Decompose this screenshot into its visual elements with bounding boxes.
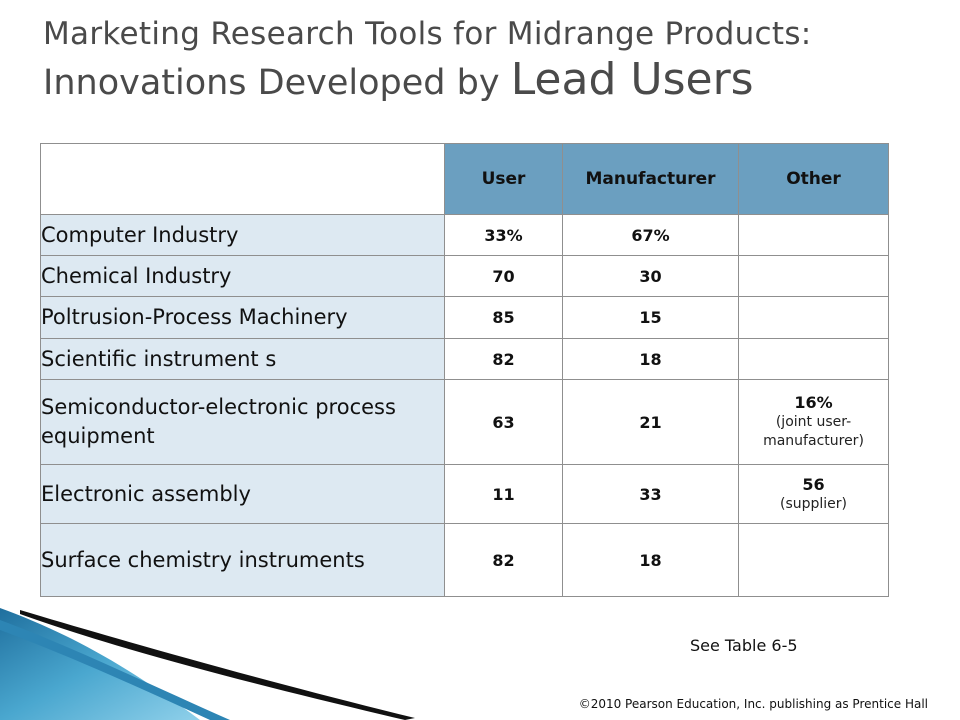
table-row: Computer Industry 33% 67%: [40, 214, 889, 256]
manufacturer-value: 30: [562, 255, 739, 297]
table-row: Scientific instrument s 82 18: [40, 338, 889, 380]
manufacturer-value: 21: [562, 379, 739, 465]
other-value: 56: [802, 474, 825, 494]
table-reference: See Table 6-5: [690, 636, 798, 655]
table-row: Surface chemistry instruments 82 18: [40, 523, 889, 597]
title-line-2-emphasis: Lead Users: [510, 54, 754, 105]
user-value: 63: [444, 379, 563, 465]
manufacturer-value: 18: [562, 523, 739, 597]
other-value: 16%: [794, 393, 833, 412]
other-value-cell: [738, 296, 889, 339]
title-line-2: Innovations Developed by Lead Users: [43, 56, 943, 107]
other-value-cell: [738, 255, 889, 297]
user-value: 82: [444, 338, 563, 380]
table-row: Poltrusion-Process Machinery 85 15: [40, 296, 889, 339]
table-header-row: User Manufacturer Other: [40, 143, 889, 215]
title-line-1: Marketing Research Tools for Midrange Pr…: [43, 16, 812, 52]
manufacturer-value: 33: [562, 464, 739, 524]
column-header-other: Other: [738, 143, 889, 215]
other-value-cell: [738, 523, 889, 597]
other-value-note: (supplier): [779, 495, 847, 512]
other-value-cell: 16% (joint user-manufacturer): [738, 379, 889, 465]
slide-title: Marketing Research Tools for Midrange Pr…: [43, 14, 943, 107]
row-label: Computer Industry: [40, 214, 445, 256]
column-header-user: User: [444, 143, 563, 215]
other-value-cell: [738, 338, 889, 380]
manufacturer-value: 18: [562, 338, 739, 380]
user-value: 85: [444, 296, 563, 339]
other-value-cell: [738, 214, 889, 256]
user-value: 82: [444, 523, 563, 597]
user-value: 33%: [444, 214, 563, 256]
row-label: Electronic assembly: [40, 464, 445, 524]
innovation-source-table: User Manufacturer Other Computer Industr…: [40, 143, 889, 597]
decorative-swoosh: [0, 608, 415, 720]
row-label: Semiconductor-electronic process equipme…: [40, 379, 445, 465]
other-value-note: (joint user-manufacturer): [763, 414, 864, 449]
row-label: Poltrusion-Process Machinery: [40, 296, 445, 339]
row-label: Scientific instrument s: [40, 338, 445, 380]
user-value: 11: [444, 464, 563, 524]
user-value: 70: [444, 255, 563, 297]
table-row: Electronic assembly 11 33 56 (supplier): [40, 464, 889, 524]
table-row: Semiconductor-electronic process equipme…: [40, 379, 889, 465]
title-line-2-prefix: Innovations Developed by: [43, 63, 511, 103]
row-label: Chemical Industry: [40, 255, 445, 297]
manufacturer-value: 67%: [562, 214, 739, 256]
column-header-manufacturer: Manufacturer: [562, 143, 739, 215]
table-row: Chemical Industry 70 30: [40, 255, 889, 297]
row-label: Surface chemistry instruments: [40, 523, 445, 597]
other-value-cell: 56 (supplier): [738, 464, 889, 524]
copyright-notice: ©2010 Pearson Education, Inc. publishing…: [578, 697, 928, 711]
table-header-blank: [40, 143, 445, 215]
manufacturer-value: 15: [562, 296, 739, 339]
